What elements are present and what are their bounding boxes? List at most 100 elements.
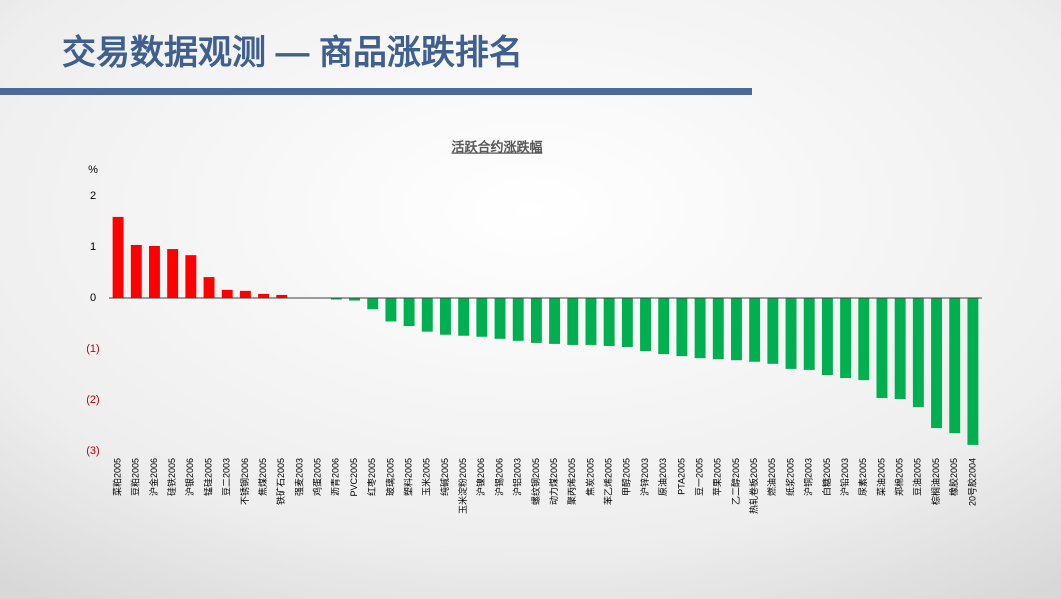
x-tick-label: 塑料2005: [402, 458, 413, 496]
x-tick-label: 聚丙烯2005: [566, 458, 577, 505]
x-tick-label: 郑棉2005: [894, 458, 905, 496]
bar: [167, 249, 179, 298]
x-tick-label: 苯乙烯2005: [603, 458, 614, 505]
x-tick-label: 20号胶2004: [966, 458, 977, 506]
bar: [949, 298, 961, 434]
x-tick-label: 鸡蛋2005: [312, 458, 323, 496]
y-tick-label: (1): [86, 343, 99, 355]
x-tick-label: 原油2003: [657, 458, 668, 496]
y-tick-label: 0: [90, 292, 96, 304]
bar: [239, 290, 251, 298]
bar: [549, 298, 561, 344]
bar: [731, 298, 742, 361]
x-tick-label: 豆粕2005: [130, 458, 141, 496]
bar: [749, 298, 761, 362]
y-tick-label: (2): [86, 394, 99, 406]
bar: [203, 277, 215, 298]
bar: [440, 298, 451, 335]
bar: [658, 298, 670, 355]
x-tick-label: 沪金2006: [148, 458, 159, 496]
x-tick-label: 豆一2005: [694, 458, 704, 496]
bar: [421, 298, 433, 332]
y-tick-label: 2: [90, 190, 96, 202]
x-tick-label: 热轧卷板2005: [748, 458, 759, 514]
bar: [621, 298, 633, 347]
x-tick-label: 苹果2005: [712, 458, 723, 496]
x-tick-label: 沪银2006: [184, 458, 195, 496]
bar: [694, 298, 706, 359]
bar: [767, 298, 779, 364]
title-bar: [0, 88, 752, 95]
slide-title: 交易数据观测 — 商品涨跌排名: [62, 33, 523, 72]
x-tick-label: 豆油2005: [912, 458, 923, 496]
x-tick-label: 铁矿石2005: [275, 458, 286, 505]
bar: [785, 298, 797, 369]
bar: [349, 298, 360, 301]
bar: [330, 298, 342, 300]
bar: [876, 298, 888, 398]
y-axis-label: %: [88, 164, 98, 176]
bar: [894, 298, 906, 399]
bar: [149, 245, 160, 298]
bar: [458, 298, 470, 336]
y-tick-label: (3): [86, 445, 99, 457]
bar: [112, 216, 124, 298]
bar: [676, 298, 688, 357]
bar: [512, 298, 524, 341]
x-tick-label: 硅铁2005: [166, 458, 177, 496]
bar: [494, 298, 506, 339]
x-tick-label: 红枣2005: [366, 458, 377, 496]
x-tick-label: 沪锡2006: [493, 458, 504, 496]
x-tick-label: 纯碱2005: [439, 458, 450, 496]
bar: [185, 255, 197, 298]
bar: [803, 298, 815, 370]
x-tick-label: 豆二2003: [222, 458, 232, 496]
x-tick-label: 螺纹钢2005: [530, 458, 541, 505]
x-tick-label: 不锈钢2006: [239, 458, 250, 505]
bar: [367, 298, 379, 310]
x-tick-label: 动力煤2005: [548, 458, 559, 505]
x-tick-label: 燃油2005: [766, 458, 777, 496]
bar: [403, 298, 415, 327]
x-tick-label: 沪镍2006: [475, 458, 486, 496]
x-tick-label: 菜粕2005: [111, 458, 122, 496]
bar: [221, 289, 233, 298]
x-tick-label: 棕榈油2005: [930, 458, 941, 505]
x-tick-label: 乙二醇2005: [730, 458, 741, 505]
x-tick-label: 焦煤2005: [257, 458, 268, 496]
bar: [840, 298, 852, 379]
bar: [476, 298, 488, 337]
x-tick-label: 沪铅2003: [839, 458, 850, 496]
x-tick-label: 纸浆2005: [784, 458, 795, 496]
x-tick-label: 玉米2005: [421, 458, 432, 496]
bar: [385, 298, 397, 322]
bar: [912, 298, 924, 408]
bar: [858, 298, 870, 381]
bar: [603, 298, 615, 346]
x-tick-label: 玻璃2005: [384, 458, 395, 496]
y-tick-label: 1: [90, 241, 96, 253]
x-tick-label: 沪铝2003: [512, 458, 523, 496]
x-tick-label: 橡胶2005: [948, 458, 959, 496]
x-tick-label: 菜油2005: [875, 458, 886, 496]
x-tick-label: 沪锌2003: [639, 458, 650, 496]
bar: [585, 298, 597, 345]
bar: [567, 298, 579, 345]
x-tick-label: 焦炭2005: [584, 458, 595, 496]
bar: [931, 298, 942, 429]
x-tick-label: 玉米淀粉2005: [457, 458, 468, 514]
bar: [967, 298, 979, 445]
bar: [130, 244, 142, 298]
x-tick-label: 锰硅2005: [202, 458, 213, 496]
bar: [530, 298, 542, 343]
x-tick-label: 沥青2006: [330, 458, 341, 496]
bar: [276, 294, 288, 298]
bar: [821, 298, 833, 376]
x-tick-label: 甲醇2005: [621, 458, 632, 496]
x-tick-label: 强麦2003: [293, 458, 304, 496]
x-tick-label: 沪铜2003: [803, 458, 814, 496]
x-tick-label: 尿素2005: [857, 458, 868, 496]
chart-title: 活跃合约涨跌幅: [451, 139, 542, 154]
bar: [640, 298, 651, 352]
x-tick-label: 白糖2005: [821, 458, 832, 496]
